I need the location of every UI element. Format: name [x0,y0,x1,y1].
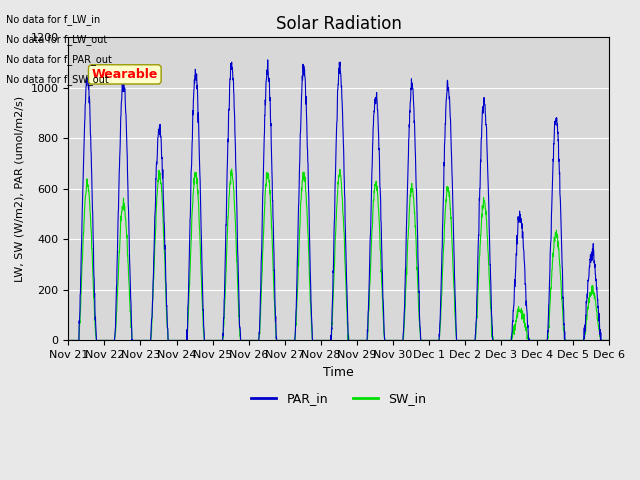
Text: Wearable: Wearable [92,68,158,81]
Legend: PAR_in, SW_in: PAR_in, SW_in [246,387,431,410]
Text: No data for f_PAR_out: No data for f_PAR_out [6,54,112,65]
Text: No data for f_SW_out: No data for f_SW_out [6,74,109,85]
Title: Solar Radiation: Solar Radiation [276,15,402,33]
Text: No data for f_LW_out: No data for f_LW_out [6,34,108,45]
X-axis label: Time: Time [323,366,354,379]
Y-axis label: LW, SW (W/m2), PAR (umol/m2/s): LW, SW (W/m2), PAR (umol/m2/s) [15,96,25,282]
Text: No data for f_LW_in: No data for f_LW_in [6,13,100,24]
